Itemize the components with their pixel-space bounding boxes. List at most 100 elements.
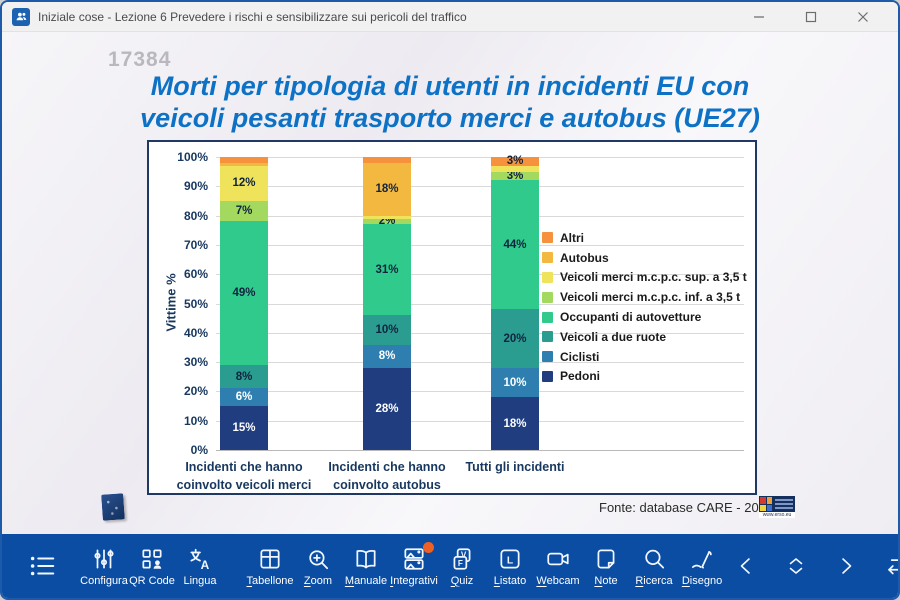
bar-segment	[491, 165, 539, 172]
legend-item: Ciclisti	[542, 347, 747, 367]
zoom-icon	[305, 546, 331, 572]
y-axis-tick: 30%	[183, 355, 208, 370]
toolbar-button-label: Zoom	[303, 574, 333, 587]
expand-vertical-icon	[782, 552, 810, 580]
gridline	[216, 157, 744, 158]
toolbar-button-listato[interactable]: L Listato	[486, 546, 534, 587]
segment-value-label: 49%	[232, 287, 256, 300]
toolbar-button-configura[interactable]: Configura	[80, 546, 128, 587]
segment-value-label: 15%	[232, 422, 256, 435]
toolbar-button-label: Configura	[80, 574, 128, 587]
bar-segment: 49%	[220, 221, 268, 366]
nav-expand-vertical-button[interactable]	[776, 552, 816, 580]
segment-value-label: 10%	[503, 376, 527, 389]
bar-segment: 6%	[220, 388, 268, 407]
gridline	[216, 332, 744, 334]
toolbar-button-disegno[interactable]: Disegno	[678, 546, 726, 587]
bar-segment: 31%	[363, 224, 411, 316]
images-icon	[401, 546, 427, 572]
segment-value-label: 8%	[378, 350, 396, 363]
y-axis-tick: 50%	[183, 296, 208, 311]
bar-segment: 10%	[491, 367, 539, 398]
gridline	[216, 450, 744, 451]
toolbar-button-zoom[interactable]: Zoom	[294, 546, 342, 587]
bar-segment: 18%	[491, 397, 539, 450]
toolbar-button-note[interactable]: Note	[582, 546, 630, 587]
toolbar-button-qr-code[interactable]: QR Code	[128, 546, 176, 587]
toolbar-button-label: Quiz	[450, 574, 474, 587]
app-people-icon	[12, 7, 30, 26]
legend-item: Autobus	[542, 248, 747, 268]
chart-panel: 0% 10% 20% 30% 40% 50% 60% 70% 80% 90% 100% Vittime…	[147, 140, 757, 495]
segment-value-label: 8%	[235, 370, 253, 383]
window-controls	[748, 6, 888, 28]
segment-value-label: 10%	[375, 323, 399, 336]
stacked-bar-chart: 0% 10% 20% 30% 40% 50% 60% 70% 80% 90% 100% Vittime…	[149, 142, 755, 493]
notification-badge-dot	[423, 541, 434, 553]
source-caption: Fonte: database CARE - 2023	[599, 500, 774, 515]
stacked-bar: 15% 6% 8% 49% 7% 12%	[220, 157, 268, 450]
bar-segment: 12%	[220, 165, 268, 201]
segment-value-label: 28%	[375, 402, 399, 415]
segment-value-label: 44%	[503, 238, 527, 251]
y-axis-tick: 20%	[183, 384, 208, 399]
gridline	[216, 362, 744, 364]
bar-segment: 18%	[363, 162, 411, 216]
svg-text:L: L	[507, 555, 513, 566]
toolbar-button-quiz[interactable]: V F Quiz	[438, 546, 486, 587]
bar-segment: 2%	[363, 215, 411, 227]
legend-item: Occupanti di autovetture	[542, 307, 747, 327]
toolbar-button-integrativi[interactable]: Integrativi	[390, 541, 438, 587]
toolbar-button-label: Ricerca	[635, 574, 673, 587]
toolbar-button-ricerca[interactable]: Ricerca	[630, 546, 678, 587]
nav-chevron-left-button[interactable]	[726, 552, 766, 580]
segment-value-label: 18%	[503, 417, 527, 430]
maximize-button[interactable]	[800, 6, 822, 28]
toolbar-button-manuale[interactable]: Manuale	[342, 546, 390, 587]
toolbar-button-webcam[interactable]: Webcam	[534, 546, 582, 587]
legend-swatch	[542, 370, 553, 382]
nav-return-button[interactable]	[876, 551, 898, 581]
slide-area: 17384 Morti per tipologia di utenti in i…	[2, 32, 898, 534]
erso-logo-caption: www.erso.eu	[759, 512, 795, 518]
erso-logo[interactable]: www.erso.eu	[759, 496, 795, 518]
toolbar-button-label: Lingua	[183, 574, 217, 587]
slide-title: Morti per tipologia di utenti in inciden…	[2, 70, 898, 135]
toolbar-button-tabellone[interactable]: Tabellone	[246, 546, 294, 587]
x-axis-category-label: Tutti gli incidenti	[465, 460, 565, 474]
menu-icon	[27, 551, 57, 581]
nav-chevron-right-button[interactable]	[826, 552, 866, 580]
segment-value-label: 3%	[506, 170, 524, 183]
gridline	[216, 186, 744, 188]
x-axis-category-label: Incidenti che hanno coinvolto veicoli mer…	[176, 460, 312, 493]
legend-label: Pedoni	[560, 369, 601, 384]
toolbar-button-label: Webcam	[536, 574, 580, 587]
bar-segment: 20%	[491, 309, 539, 368]
minimize-button[interactable]	[748, 6, 770, 28]
toolbar-navigation	[726, 551, 898, 581]
bar-segment: 28%	[363, 367, 411, 450]
toolbar-menu-button[interactable]	[20, 551, 64, 581]
book-icon	[353, 546, 379, 572]
legend-item: Veicoli a due ruote	[542, 327, 747, 347]
legend-swatch	[542, 291, 553, 303]
toolbar-button-label: Note	[594, 574, 618, 587]
toolbar-button-lingua[interactable]: A Lingua	[176, 546, 224, 587]
close-button[interactable]	[852, 6, 874, 28]
legend-item: Altri	[542, 228, 747, 248]
bar-segment	[363, 215, 411, 219]
gridline	[216, 215, 744, 217]
gridline	[216, 420, 744, 422]
toolbar-button-label: Manuale	[344, 574, 388, 587]
chevron-left-icon	[732, 552, 760, 580]
listato-icon: L	[497, 546, 523, 572]
slide-title-line1: Morti per tipologia di utenti in inciden…	[150, 71, 750, 101]
y-axis-label: Vittime %	[163, 272, 179, 332]
y-axis-tick: 90%	[183, 179, 208, 194]
legend-swatch	[542, 252, 553, 264]
segment-value-label: 3%	[506, 155, 524, 168]
chart-legend: Altri Autobus Veicoli merci m.c.p.c. sup. …	[542, 228, 747, 386]
toolbar-button-label: QR Code	[129, 574, 175, 587]
